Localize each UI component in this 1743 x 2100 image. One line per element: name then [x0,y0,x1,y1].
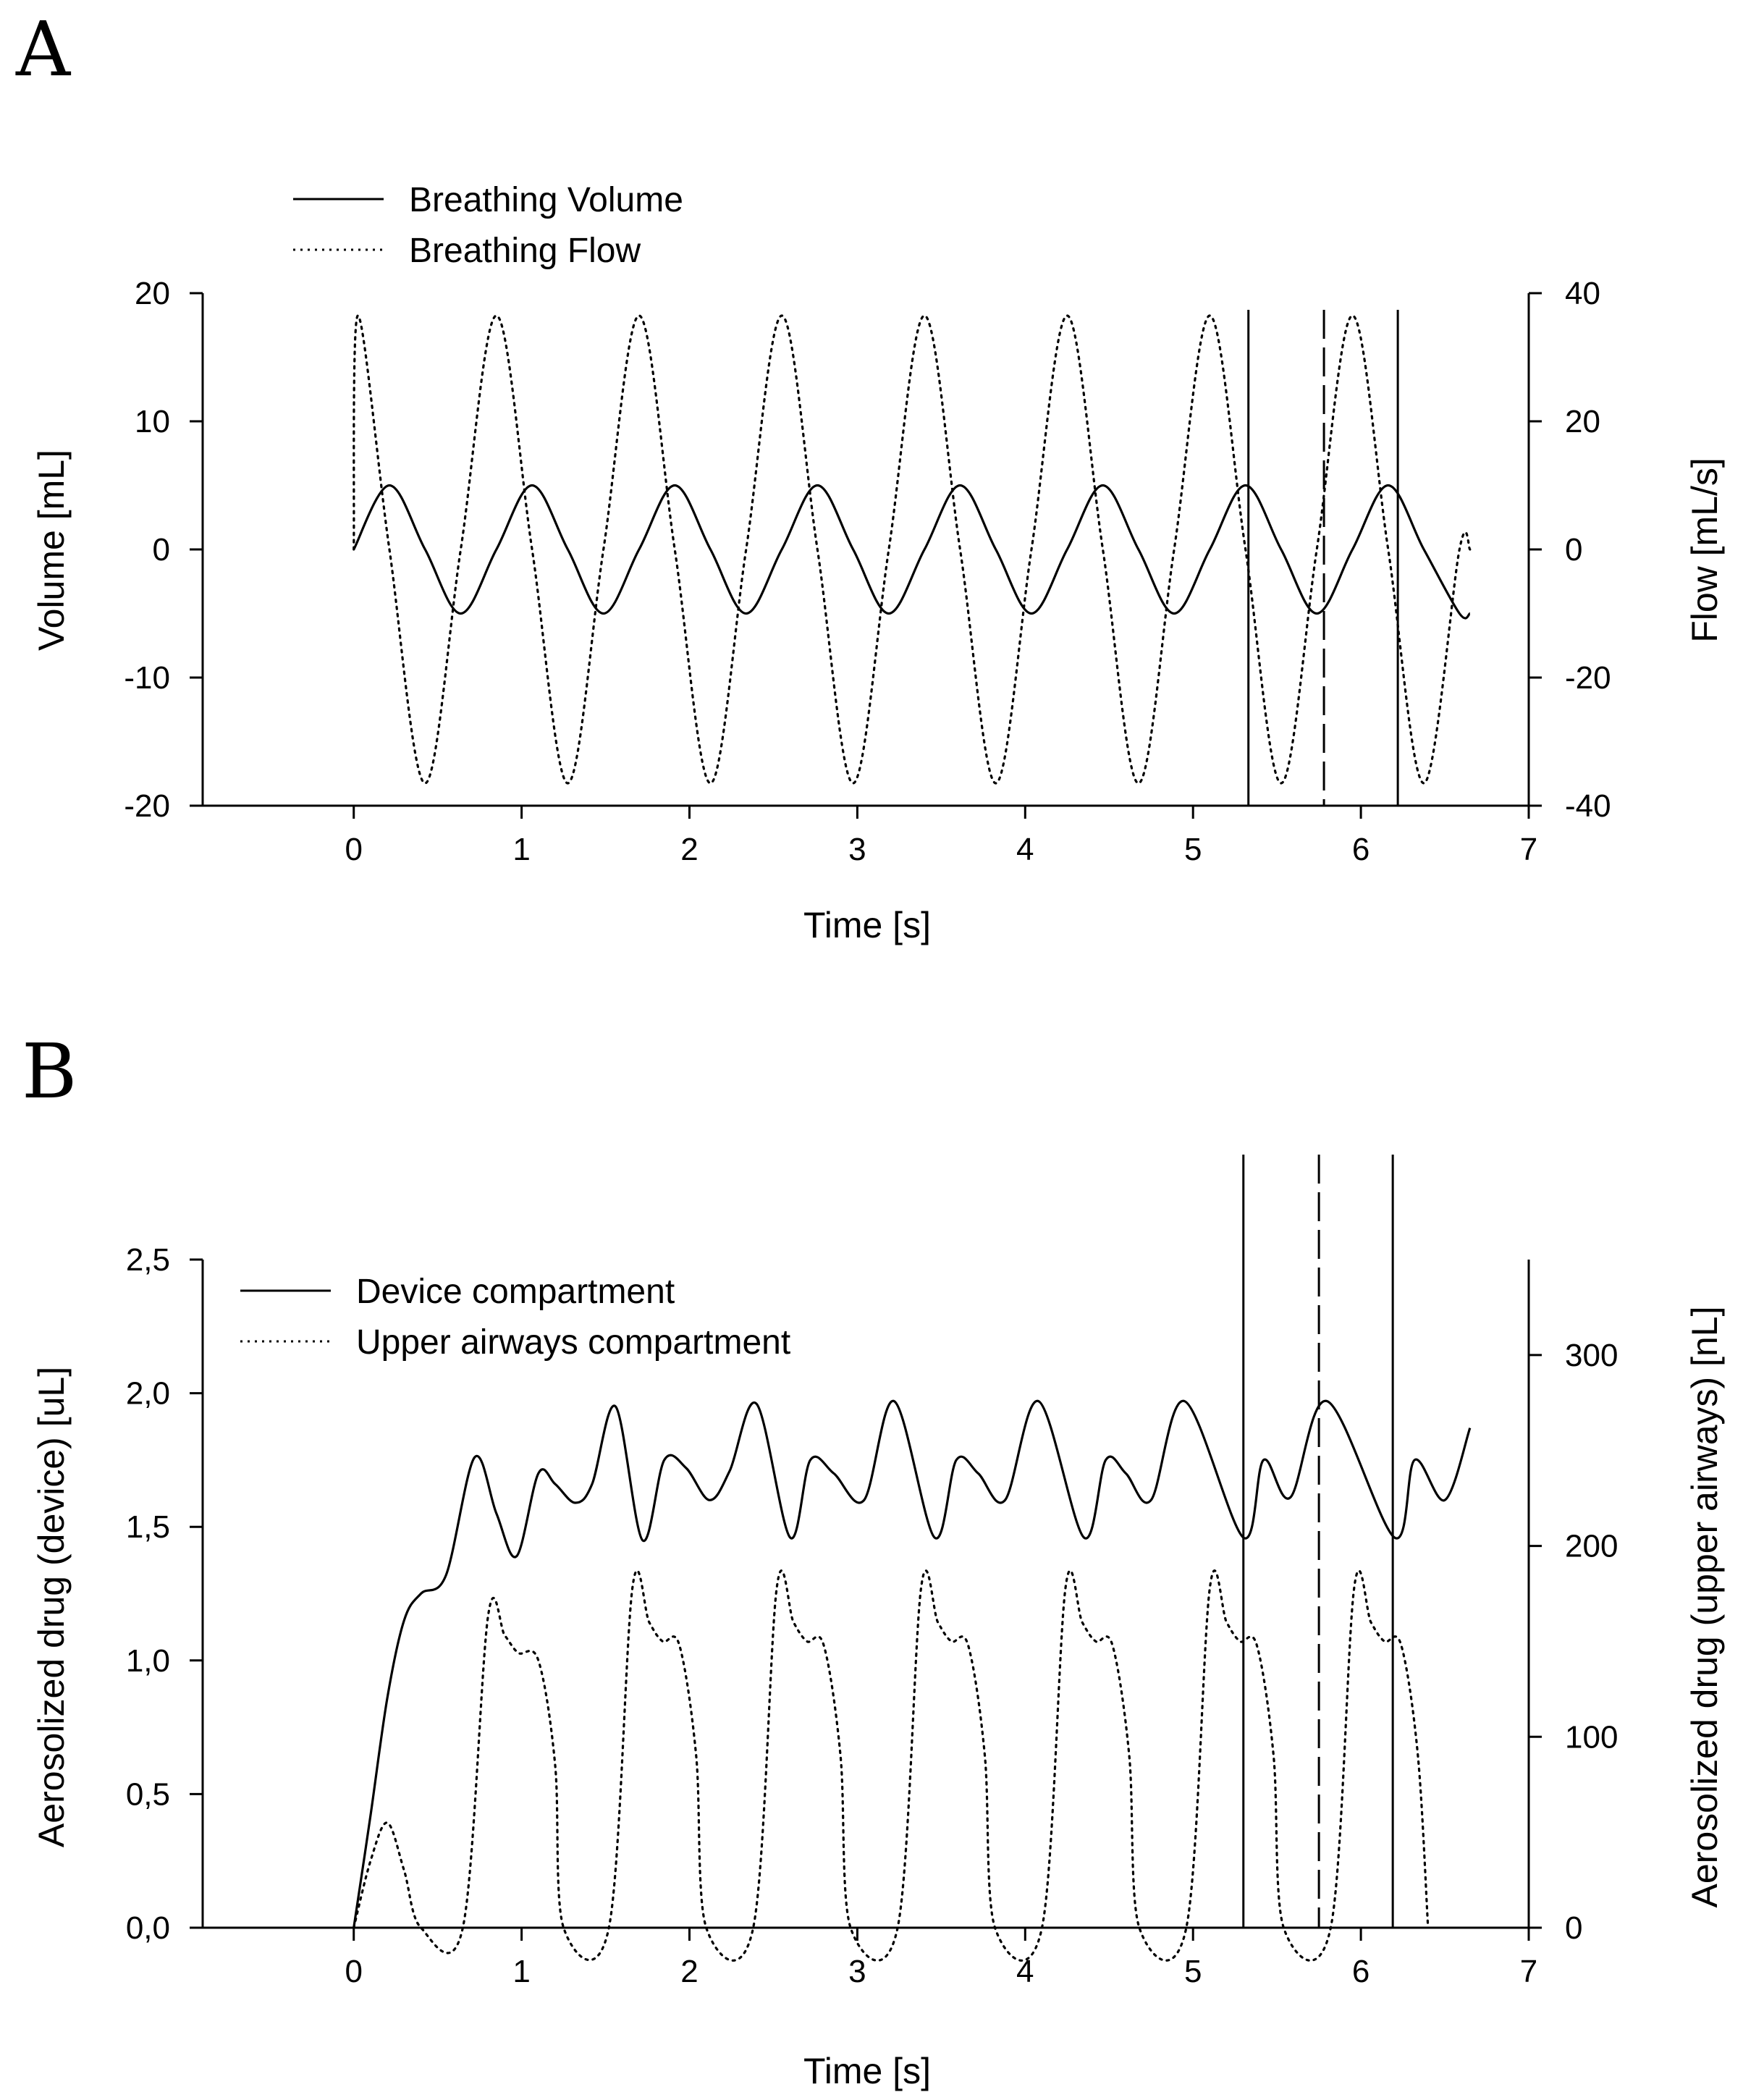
panel-a-x-tick-label: 7 [1520,832,1537,867]
panel-b-series-device-compartment [353,1400,1472,1928]
panel-b-right-axis-title: Aerosolized drug (upper airways) [nL] [1684,1307,1725,1908]
panel-a-right-tick-label: 40 [1565,276,1600,311]
panel-b-x-tick-label: 7 [1520,1954,1537,1989]
panel-b-left-tick-label: 0,5 [126,1776,170,1812]
panel-b-ticks: 0 1 2 3 4 5 6 7 0,0 0,5 1,0 1,5 2,0 2,5 0 100 200 300 [126,1242,1618,1989]
legend-a: Breathing Volume Breathing Flow [293,181,683,270]
panel-a-ticks: 0 1 2 3 4 5 6 7 -20 -10 0 10 20 -40 -20 0 20 40 [124,276,1611,867]
panel-a-x-tick-label: 1 [512,832,530,867]
panel-a-x-tick-label: 5 [1184,832,1202,867]
panel-b-right-tick-label: 200 [1565,1529,1618,1564]
panel-a-left-axis-title: Volume [mL] [31,450,72,651]
panel-b-series-upper-airways-compartment [353,1569,1430,1962]
legend-b: Device compartment Upper airways compart… [240,1273,790,1362]
panel-a-right-tick-label: -40 [1565,788,1611,824]
panel-a-right-tick-label: 0 [1565,532,1582,568]
panel-a-x-tick-label: 3 [848,832,866,867]
panel-a-left-tick-label: -10 [124,660,170,696]
legend-b-device-label: Device compartment [356,1273,675,1311]
panel-a-chart: Breathing Volume Breathing Flow 0 1 2 3 4 5 6 7… [31,181,1725,945]
panel-b-series [353,1400,1472,1962]
panel-a-left-tick-label: 0 [153,532,170,568]
panel-b-left-tick-label: 2,0 [126,1376,170,1412]
legend-a-flow-label: Breathing Flow [409,232,641,270]
legend-b-airways-label: Upper airways compartment [356,1323,790,1362]
panel-b-event-lines [1242,1155,1394,1928]
panel-b-x-tick-label: 4 [1016,1954,1034,1989]
panel-b-right-tick-label: 0 [1565,1910,1582,1946]
panel-b-x-tick-label: 1 [512,1954,530,1989]
panel-letter-a: A [15,5,72,93]
panel-a-left-tick-label: -20 [124,788,170,824]
panel-letter-b: B [22,1027,77,1116]
panel-a-left-tick-label: 20 [135,276,170,311]
panel-a-x-tick-label: 2 [680,832,698,867]
panel-b-x-tick-label: 0 [345,1954,362,1989]
panel-a-right-tick-label: 20 [1565,404,1600,439]
panel-a-event-lines [1247,310,1399,806]
panel-b-left-tick-label: 1,5 [126,1509,170,1545]
legend-a-volume-label: Breathing Volume [409,181,683,219]
panel-b-left-tick-label: 2,5 [126,1242,170,1278]
panel-a-right-axis-title: Flow [mL/s] [1684,457,1725,643]
panel-b-x-tick-label: 2 [680,1954,698,1989]
panel-a-series [353,314,1472,785]
panel-b-x-axis-title: Time [s] [803,2051,931,2091]
panel-b-left-tick-label: 1,0 [126,1643,170,1679]
panel-b-left-tick-label: 0,0 [126,1910,170,1946]
panel-a-x-axis-title: Time [s] [803,905,931,945]
panel-a-left-tick-label: 10 [135,404,170,439]
panel-b-chart: Device compartment Upper airways compart… [31,1155,1725,2091]
panel-b-x-tick-label: 6 [1352,1954,1370,1989]
panel-a-right-tick-label: -20 [1565,660,1611,696]
panel-b-right-tick-label: 300 [1565,1338,1618,1373]
panel-a-x-tick-label: 4 [1016,832,1034,867]
panel-b-x-tick-label: 5 [1184,1954,1202,1989]
panel-a-x-tick-label: 6 [1352,832,1370,867]
panel-a-x-tick-label: 0 [345,832,362,867]
panel-a-series-breathing-flow [353,314,1472,785]
panel-b-left-axis-title: Aerosolized drug (device) [uL] [31,1367,72,1847]
panel-b-right-tick-label: 100 [1565,1719,1618,1755]
panel-b-x-tick-label: 3 [848,1954,866,1989]
panel-a-series-breathing-volume [353,484,1471,620]
